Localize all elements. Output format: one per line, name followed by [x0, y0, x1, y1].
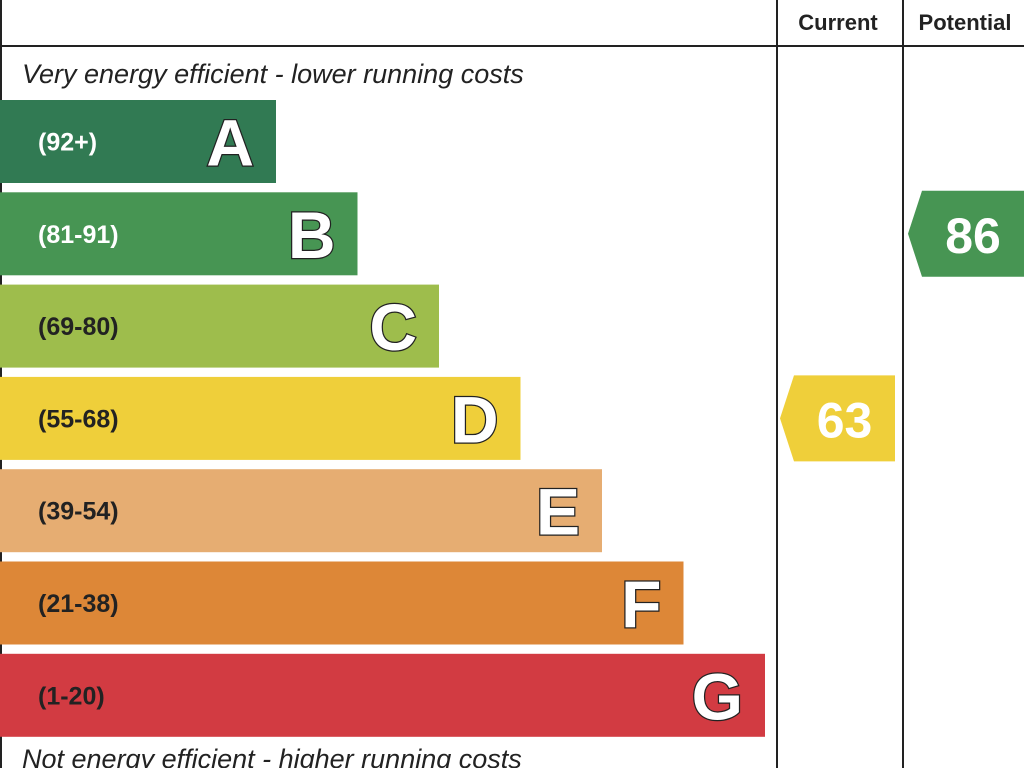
- band-range-c: (69-80): [38, 313, 119, 341]
- band-letter-d: D: [451, 382, 499, 456]
- band-letter-e: E: [536, 475, 580, 549]
- band-range-b: (81-91): [38, 221, 119, 249]
- band-range-e: (39-54): [38, 498, 119, 526]
- band-bar-g: [0, 653, 765, 737]
- band-bar-b: [0, 192, 358, 276]
- band-e: (39-54) E: [0, 469, 602, 553]
- band-bar-c: [0, 284, 439, 368]
- band-f: (21-38) F: [0, 561, 684, 645]
- band-letter-c: C: [369, 290, 417, 364]
- band-a: (92+) A: [0, 100, 276, 183]
- band-bar-f: [0, 561, 684, 645]
- rating-markers: 63 86: [780, 190, 1024, 462]
- band-range-d: (55-68): [38, 405, 119, 433]
- current-rating: 63: [780, 375, 895, 462]
- band-bar-e: [0, 469, 602, 553]
- band-letter-g: G: [692, 659, 743, 733]
- band-bar-a: [0, 100, 276, 183]
- potential-rating-value: 86: [945, 208, 1001, 264]
- current-column-header: Current: [798, 10, 878, 35]
- current-rating-arrow: [780, 375, 895, 462]
- band-range-f: (21-38): [38, 590, 119, 618]
- rating-bands: (92+) A (81-91) B (69-80) C (55-68) D (39-54) E (2…: [0, 100, 765, 737]
- band-d: (55-68) D: [0, 376, 521, 460]
- band-g: (1-20) G: [0, 653, 765, 737]
- potential-column-header: Potential: [919, 10, 1012, 35]
- band-letter-b: B: [288, 198, 336, 272]
- potential-rating-arrow: [908, 190, 1024, 277]
- band-b: (81-91) B: [0, 192, 358, 276]
- band-letter-a: A: [206, 106, 254, 180]
- band-range-g: (1-20): [38, 682, 105, 710]
- top-caption: Very energy efficient - lower running co…: [22, 59, 524, 89]
- band-bar-d: [0, 376, 521, 460]
- band-c: (69-80) C: [0, 284, 439, 368]
- band-letter-f: F: [621, 567, 661, 641]
- potential-rating: 86: [908, 190, 1024, 277]
- band-range-a: (92+): [38, 129, 97, 157]
- current-rating-value: 63: [817, 392, 873, 448]
- bottom-caption: Not energy efficient - higher running co…: [22, 744, 522, 768]
